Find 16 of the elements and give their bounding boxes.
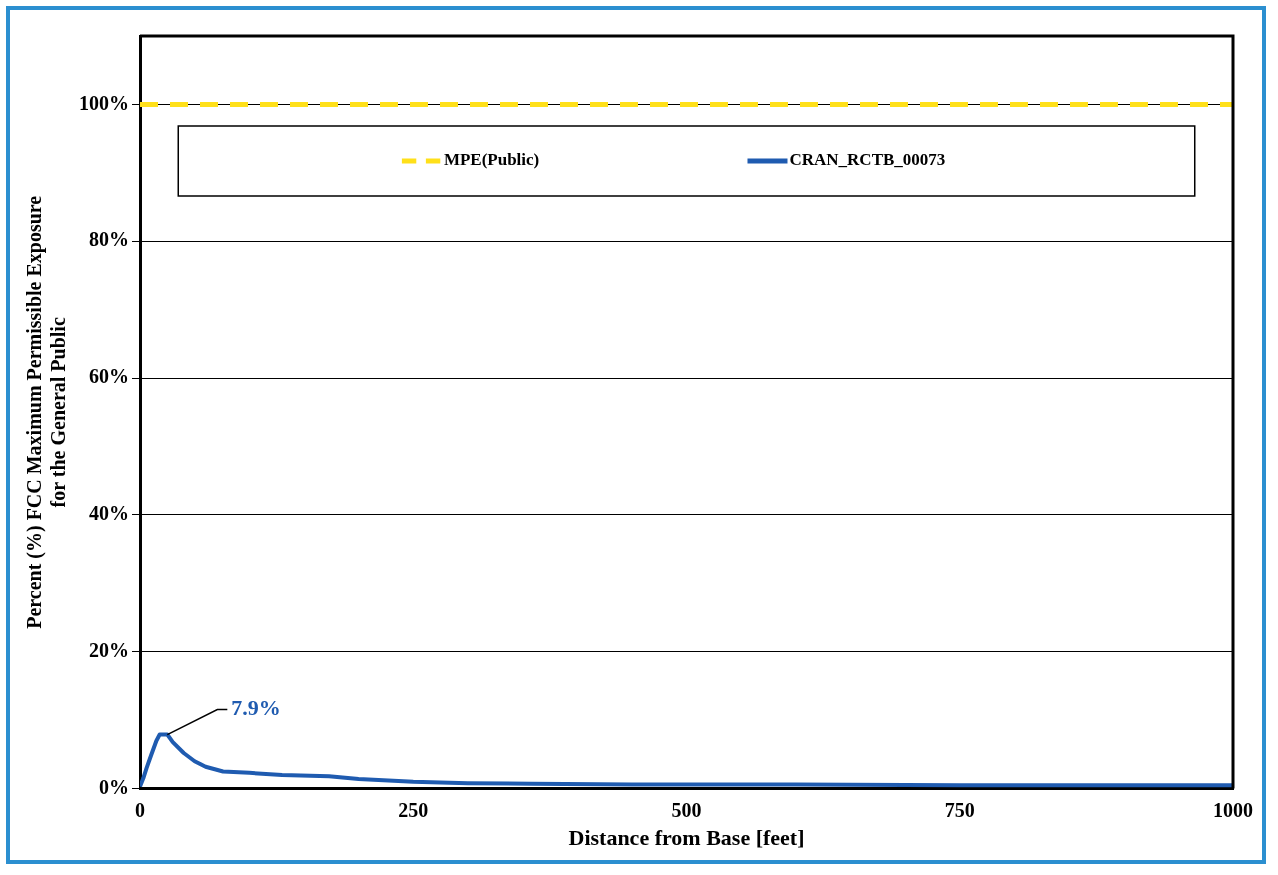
y-tick-label: 100% [79,91,129,114]
y-axis-title: Percent (%) FCC Maximum Permissible Exposure for the General Public [23,195,70,629]
x-axis-title: Distance from Base [feet] [568,825,805,851]
y-tick-label: 80% [89,228,129,251]
y-tick-label: 40% [89,502,129,525]
y-tick-label: 0% [99,775,129,798]
legend-label: MPE(Public) [443,150,540,170]
annotation: 7.9% [231,695,281,721]
x-tick-label: 250 [398,798,429,821]
x-tick-label: 500 [671,798,702,821]
y-tick-label: 60% [89,365,129,388]
y-tick-label: 20% [89,638,129,661]
legend-label: CRAN_RCTB_00073 [789,150,946,170]
x-tick-label: 0 [135,798,145,821]
x-tick-label: 1000 [1213,798,1253,821]
x-tick-label: 750 [944,798,975,821]
